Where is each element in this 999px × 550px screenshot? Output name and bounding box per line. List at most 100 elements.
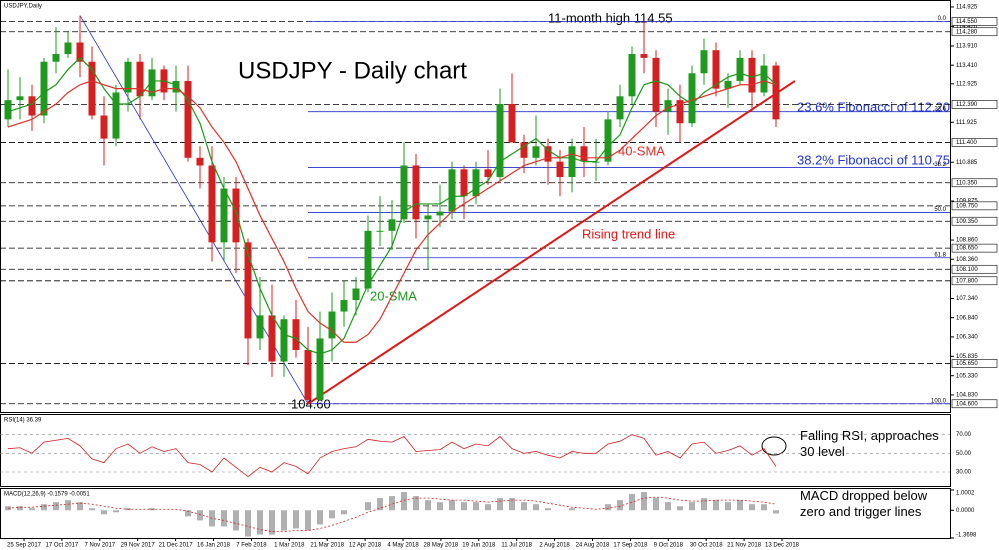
macd-bar [341,510,347,515]
candle-body [460,169,468,197]
y-tick-label: 113.410 [956,63,978,69]
y-tick-label: 112.925 [956,81,978,87]
level-label: 104.600 [956,401,978,407]
macd-bar [533,504,539,511]
candle-body [28,96,36,116]
candle-body [220,188,228,243]
candle-body [388,219,396,231]
macd-bar [629,494,635,511]
level-label: 105.650 [956,361,978,367]
macd-bar [605,504,611,511]
level-box [951,276,998,286]
fib-label: 0.0 [938,16,947,22]
level-label: 114.280 [956,29,978,35]
macd-bar [641,492,647,511]
macd-bar [221,510,227,527]
x-tick-label: 17 Oct 2017 [46,543,79,549]
macd-bar [293,510,299,529]
macd-bar [665,502,671,511]
y-tick-label: 105.835 [956,354,978,360]
candle-body [448,169,456,212]
candle-body [556,161,564,178]
candle-body [244,242,252,339]
candle-body [664,100,672,112]
candle-body [628,54,636,97]
y-tick-label: 114.420 [956,24,978,30]
macd-bar [749,504,755,511]
candle-body [616,96,624,120]
level-label: 108.100 [956,267,978,273]
macd-title: MACD(12,26,9) -0.1579 -0.0051 [4,492,90,498]
candle-body [760,65,768,93]
candle-body [700,50,708,74]
x-tick-label: 1 Mar 2018 [274,543,305,549]
macd-bar [257,510,263,535]
macd-bar [437,502,443,511]
macd-bar [569,508,575,511]
macd-bar [449,500,455,511]
macd-bar [281,510,287,531]
macd-bar [269,510,275,535]
macd-bar [113,510,119,513]
macd-bar [461,502,467,511]
macd-bar [197,510,203,521]
candle-body [148,69,156,97]
candle-body [16,96,24,101]
level-label: 110.350 [956,180,978,186]
annotation: MACD dropped below zero and trigger line… [800,488,928,519]
macd-bar [377,498,383,511]
candle-body [292,319,300,350]
macd-bar [713,500,719,511]
macd-bar [653,498,659,511]
rsi-line [7,434,777,478]
y-tick-label: 107.340 [956,296,978,302]
candle-body [748,57,756,93]
sma-line [7,80,777,343]
macd-bar [77,502,83,511]
fib-label: 23.6 [934,106,946,112]
y-tick-label: 111.925 [956,120,977,126]
x-tick-label: 24 Aug 2018 [576,543,610,549]
macd-bar [101,510,107,515]
y-tick-label: 104.830 [956,393,978,399]
rsi-tick-label: 70.00 [956,432,972,438]
candle-body [520,142,528,158]
candle-body [136,61,144,97]
rsi-title: RSI(14) 36.39 [4,418,42,424]
candle-body [400,165,408,220]
annotation-box: MACD dropped below zero and trigger line… [800,488,928,519]
y-tick-label: 108.860 [956,238,978,244]
macd-bar [245,510,251,537]
candle-body [52,54,60,62]
candle-body [280,319,288,362]
level-box [951,178,998,188]
y-tick-label: 108.360 [956,257,978,263]
candle-body [40,61,48,116]
macd-signal [7,496,777,532]
macd-bar [389,496,395,511]
candle-body [328,311,336,339]
level-box [951,359,998,368]
level-label: 109.350 [956,219,978,225]
macd-bar [761,504,767,511]
candle-body [172,80,180,93]
candle-body [256,315,264,339]
candle-body [652,57,660,112]
fib-label: 38.2 [934,162,946,168]
x-tick-label: 30 Oct 2018 [690,543,723,549]
candle-body [364,230,372,289]
macd-bar [425,500,431,511]
x-tick-label: 28 May 2018 [424,543,459,549]
x-tick-label: 16 Jan 2018 [197,543,231,549]
rsi-tick-label: 30.00 [956,470,972,476]
x-tick-label: 9 Oct 2018 [654,543,684,549]
annotation: 20-SMA [370,288,417,303]
macd-bar [497,498,503,511]
macd-bar [677,506,683,511]
sma-line [7,57,777,355]
candle-body [4,100,12,120]
level-label: 114.550 [956,19,978,25]
candle-body [196,157,204,166]
macd-bar [413,496,419,511]
